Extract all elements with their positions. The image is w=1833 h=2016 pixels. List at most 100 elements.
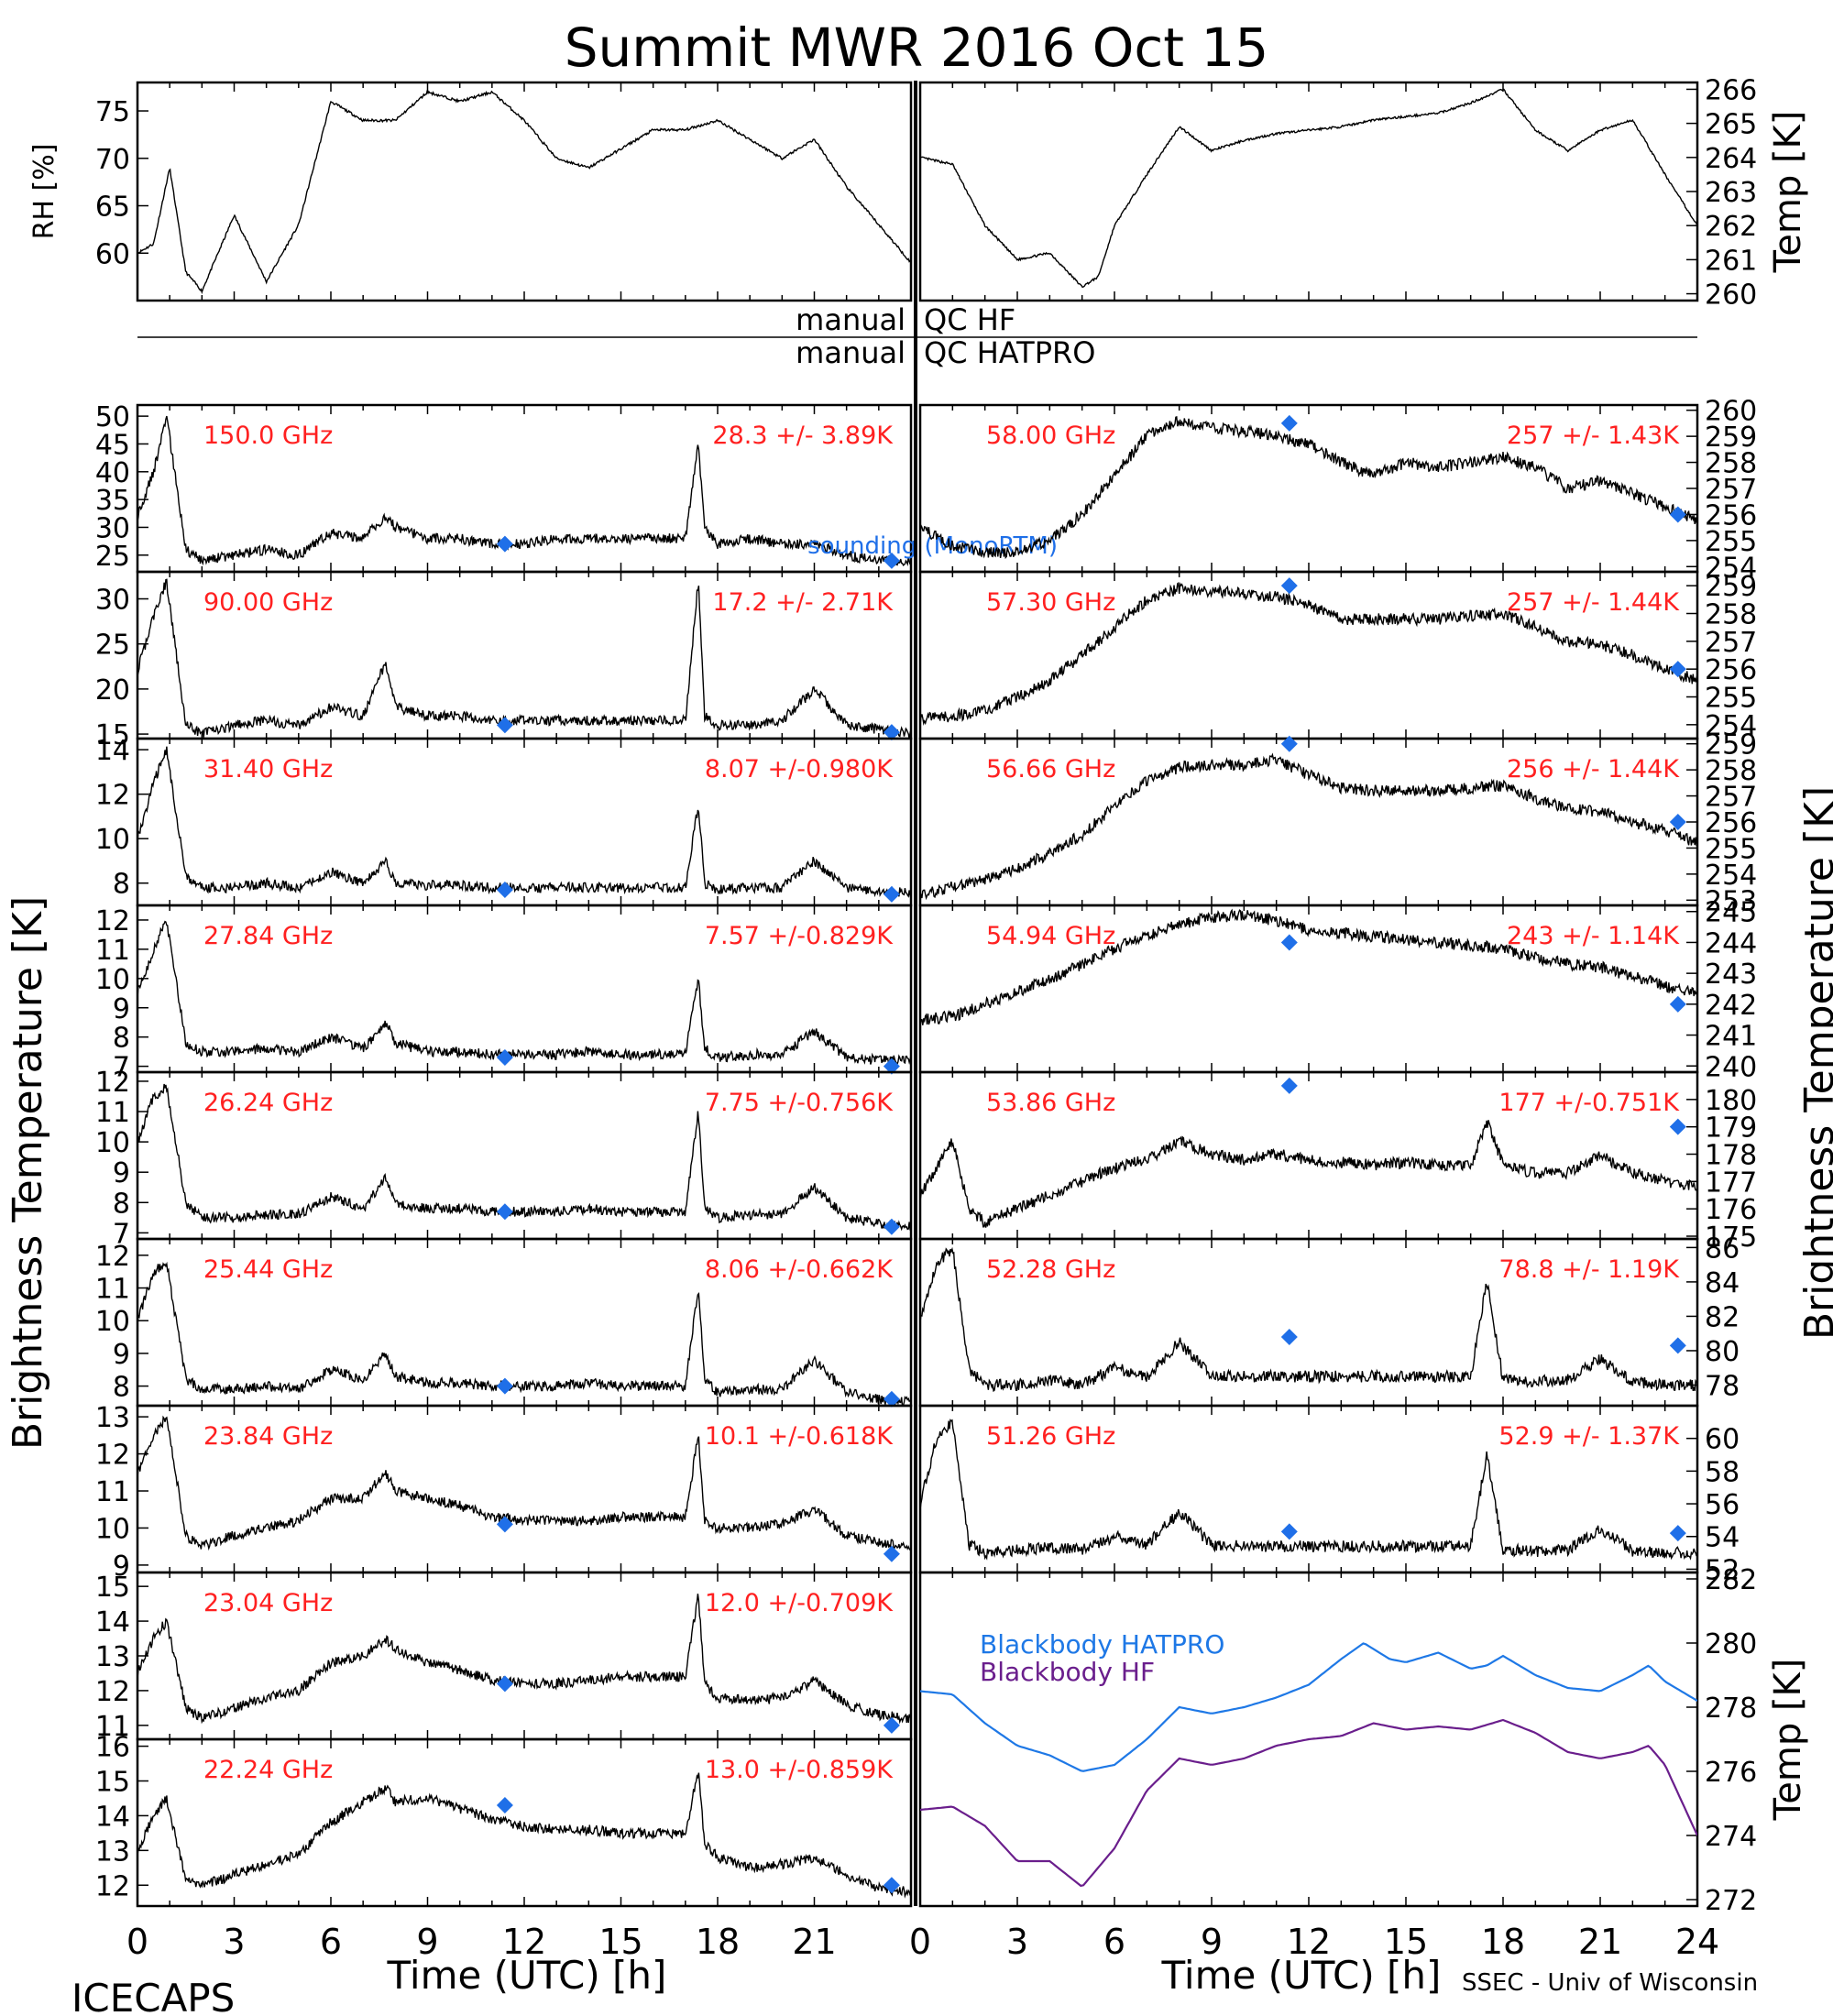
sounding-marker [496, 1675, 513, 1693]
series-line [920, 752, 1697, 902]
y-tick-label: 258 [1705, 755, 1757, 787]
sounding-marker [883, 1218, 900, 1235]
qc-area: manual QC HF manual QC HATPRO [137, 302, 1697, 370]
y-tick-label: 9 [113, 1157, 130, 1189]
frequency-label: 90.00 GHz [203, 588, 333, 617]
stat-label: 17.2 +/- 2.71K [712, 588, 894, 617]
sounding-marker [1280, 1328, 1298, 1345]
x-tick-label: 9 [416, 1922, 438, 1962]
y-tick-label: 255 [1705, 683, 1757, 715]
page-title: Summit MWR 2016 Oct 15 [565, 16, 1269, 79]
y-tick-label: 254 [1705, 710, 1757, 742]
sounding-marker [496, 1049, 513, 1067]
y-tick-label: 278 [1705, 1693, 1757, 1725]
panel-ylabel: Temp [K] [1767, 1659, 1809, 1822]
y-tick-label: 7 [113, 1218, 130, 1250]
y-tick-label: 265 [1705, 109, 1757, 141]
stat-label: 7.75 +/-0.756K [705, 1089, 894, 1117]
y-tick-label: 260 [1705, 279, 1757, 312]
sounding-marker [1669, 1337, 1686, 1354]
y-tick-label: 257 [1705, 627, 1757, 659]
y-tick-label: 58 [1705, 1456, 1740, 1488]
legend-entry: Blackbody HF [980, 1657, 1155, 1687]
plot-area [920, 908, 1697, 1026]
frequency-label: 150.0 GHz [203, 422, 333, 450]
sounding-marker [883, 552, 900, 569]
plot-area [920, 416, 1697, 560]
plot-area [920, 1419, 1697, 1561]
left-panel-2: 8 10 12 14 31.40 GHz 8.07 +/-0.980K [95, 735, 913, 907]
frequency-label: 31.40 GHz [203, 755, 333, 783]
stat-label: 7.57 +/-0.829K [705, 922, 894, 950]
sounding-marker [883, 1877, 900, 1894]
y-tick-label: 16 [95, 1732, 130, 1764]
x-tick-label: 18 [696, 1922, 740, 1962]
y-tick-label: 255 [1705, 833, 1757, 865]
y-tick-label: 70 [95, 144, 130, 176]
x-tick-label: 12 [502, 1922, 546, 1962]
y-tick-label: 15 [95, 1572, 130, 1604]
series-line [920, 581, 1697, 726]
y-tick-label: 179 [1705, 1112, 1757, 1145]
sounding-marker [883, 1057, 900, 1075]
y-tick-label: 30 [95, 512, 130, 544]
sounding-annotation: sounding (MonoRTM) [807, 532, 1058, 560]
stat-label: 28.3 +/- 3.89K [712, 422, 894, 450]
y-tick-label: 9 [113, 1550, 130, 1583]
sounding-marker [1669, 1525, 1686, 1542]
y-tick-label: 10 [95, 964, 130, 996]
qc-hatpro-right-label: QC HATPRO [924, 335, 1095, 370]
y-tick-label: 12 [95, 1870, 130, 1902]
y-tick-label: 80 [1705, 1336, 1740, 1368]
y-tick-label: 274 [1705, 1821, 1757, 1853]
x-tick-label: 21 [792, 1922, 836, 1962]
stat-label: 8.07 +/-0.980K [705, 755, 894, 783]
sounding-marker [883, 1545, 900, 1562]
y-tick-label: 11 [95, 1711, 130, 1743]
y-tick-label: 10 [95, 1513, 130, 1545]
sounding-marker [883, 1716, 900, 1734]
panel-frame [136, 81, 913, 302]
sounding-marker [1669, 995, 1686, 1013]
plot-area [137, 1594, 911, 1725]
sounding-marker [883, 885, 900, 903]
x-tick-label: 3 [1006, 1922, 1028, 1962]
y-tick-label: 25 [95, 541, 130, 573]
y-tick-label: 258 [1705, 448, 1757, 480]
series-line [137, 578, 911, 739]
y-tick-label: 78 [1705, 1370, 1740, 1402]
plot-area [920, 1120, 1697, 1228]
x-tick-label: 18 [1481, 1922, 1525, 1962]
y-tick-label: 243 [1705, 959, 1757, 991]
y-tick-label: 13 [95, 1402, 130, 1434]
frequency-label: 22.24 GHz [203, 1756, 333, 1784]
frequency-label: 51.26 GHz [986, 1422, 1115, 1451]
y-tick-label: 9 [113, 1339, 130, 1371]
series-line [137, 1594, 911, 1725]
plot-area [137, 1415, 911, 1552]
sounding-marker [1280, 1523, 1298, 1540]
x-tick-label: 9 [1201, 1922, 1223, 1962]
stat-label: 52.9 +/- 1.37K [1498, 1422, 1680, 1451]
frequency-label: 25.44 GHz [203, 1255, 333, 1284]
y-tick-label: 12 [95, 1440, 130, 1472]
x-tick-label: 3 [223, 1922, 245, 1962]
series-line [920, 1419, 1697, 1561]
plot-area [137, 746, 911, 898]
y-tick-label: 12 [95, 1241, 130, 1273]
series-line [137, 1415, 911, 1552]
y-tick-label: 65 [95, 192, 130, 224]
y-tick-label: 241 [1705, 1021, 1757, 1053]
sounding-marker [496, 1377, 513, 1395]
x-tick-label: 15 [1384, 1922, 1428, 1962]
x-tick-label: 24 [1675, 1922, 1719, 1962]
y-tick-label: 52 [1705, 1554, 1740, 1586]
y-tick-label: 45 [95, 429, 130, 461]
y-tick-label: 177 [1705, 1167, 1757, 1199]
series-line [137, 920, 911, 1067]
y-tick-label: 261 [1705, 245, 1757, 277]
frequency-label: 53.86 GHz [986, 1089, 1115, 1117]
